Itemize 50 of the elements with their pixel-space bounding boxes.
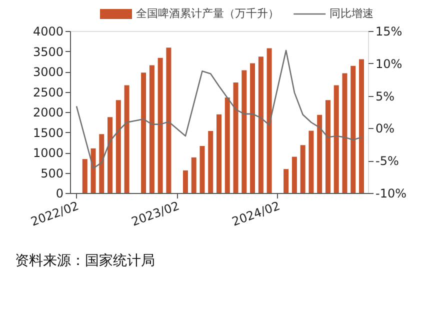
legend-label: 同比增速 xyxy=(330,7,374,20)
y-tick-label: 3500 xyxy=(32,44,64,59)
text: 资料来源：国家统计局 xyxy=(15,253,155,269)
bar xyxy=(359,59,364,193)
y2-tick-label: 10% xyxy=(376,56,402,71)
legend-label: 全国啤酒累计产量（万千升） xyxy=(136,7,279,20)
bar xyxy=(216,114,222,193)
bar xyxy=(334,85,339,193)
y-tick-label: 1500 xyxy=(32,126,64,140)
bar xyxy=(166,48,172,193)
bar xyxy=(292,156,297,193)
y-tick-label: 0 xyxy=(56,186,64,200)
bar xyxy=(124,85,130,193)
bar xyxy=(208,131,214,193)
bar xyxy=(250,63,256,193)
bar xyxy=(82,159,88,193)
bar xyxy=(141,72,146,193)
bar xyxy=(182,170,188,193)
bar xyxy=(308,130,314,193)
bar xyxy=(342,73,348,193)
y-tick-label: 1000 xyxy=(32,146,64,160)
bar xyxy=(191,157,196,193)
bar xyxy=(224,98,230,193)
bar xyxy=(108,117,113,193)
bar xyxy=(149,65,154,193)
y2-tick-label: 5% xyxy=(376,89,395,104)
bar xyxy=(158,58,163,193)
y-tick-label: 3000 xyxy=(32,65,64,79)
bar xyxy=(233,82,238,193)
y-tick-label: 500 xyxy=(40,166,64,180)
y-tick-label: 4000 xyxy=(32,24,64,38)
bar xyxy=(325,100,330,193)
bar xyxy=(284,169,289,193)
y2-tick-label: 0% xyxy=(376,122,395,136)
bar xyxy=(116,100,121,193)
bar xyxy=(200,146,205,193)
bar xyxy=(90,148,96,193)
line-series xyxy=(76,50,362,170)
y2-tick-label: -10% xyxy=(376,186,407,200)
bar xyxy=(242,70,247,193)
y-tick-label: 2000 xyxy=(32,106,64,120)
y2-tick-label: -5% xyxy=(376,154,399,168)
y2-tick-label: 15% xyxy=(376,24,402,38)
bar xyxy=(300,145,306,193)
bar xyxy=(99,134,104,193)
bar xyxy=(266,48,272,193)
bar xyxy=(350,66,356,193)
bar xyxy=(317,114,322,193)
y-tick-label: 2500 xyxy=(32,85,64,100)
bar xyxy=(258,56,264,193)
